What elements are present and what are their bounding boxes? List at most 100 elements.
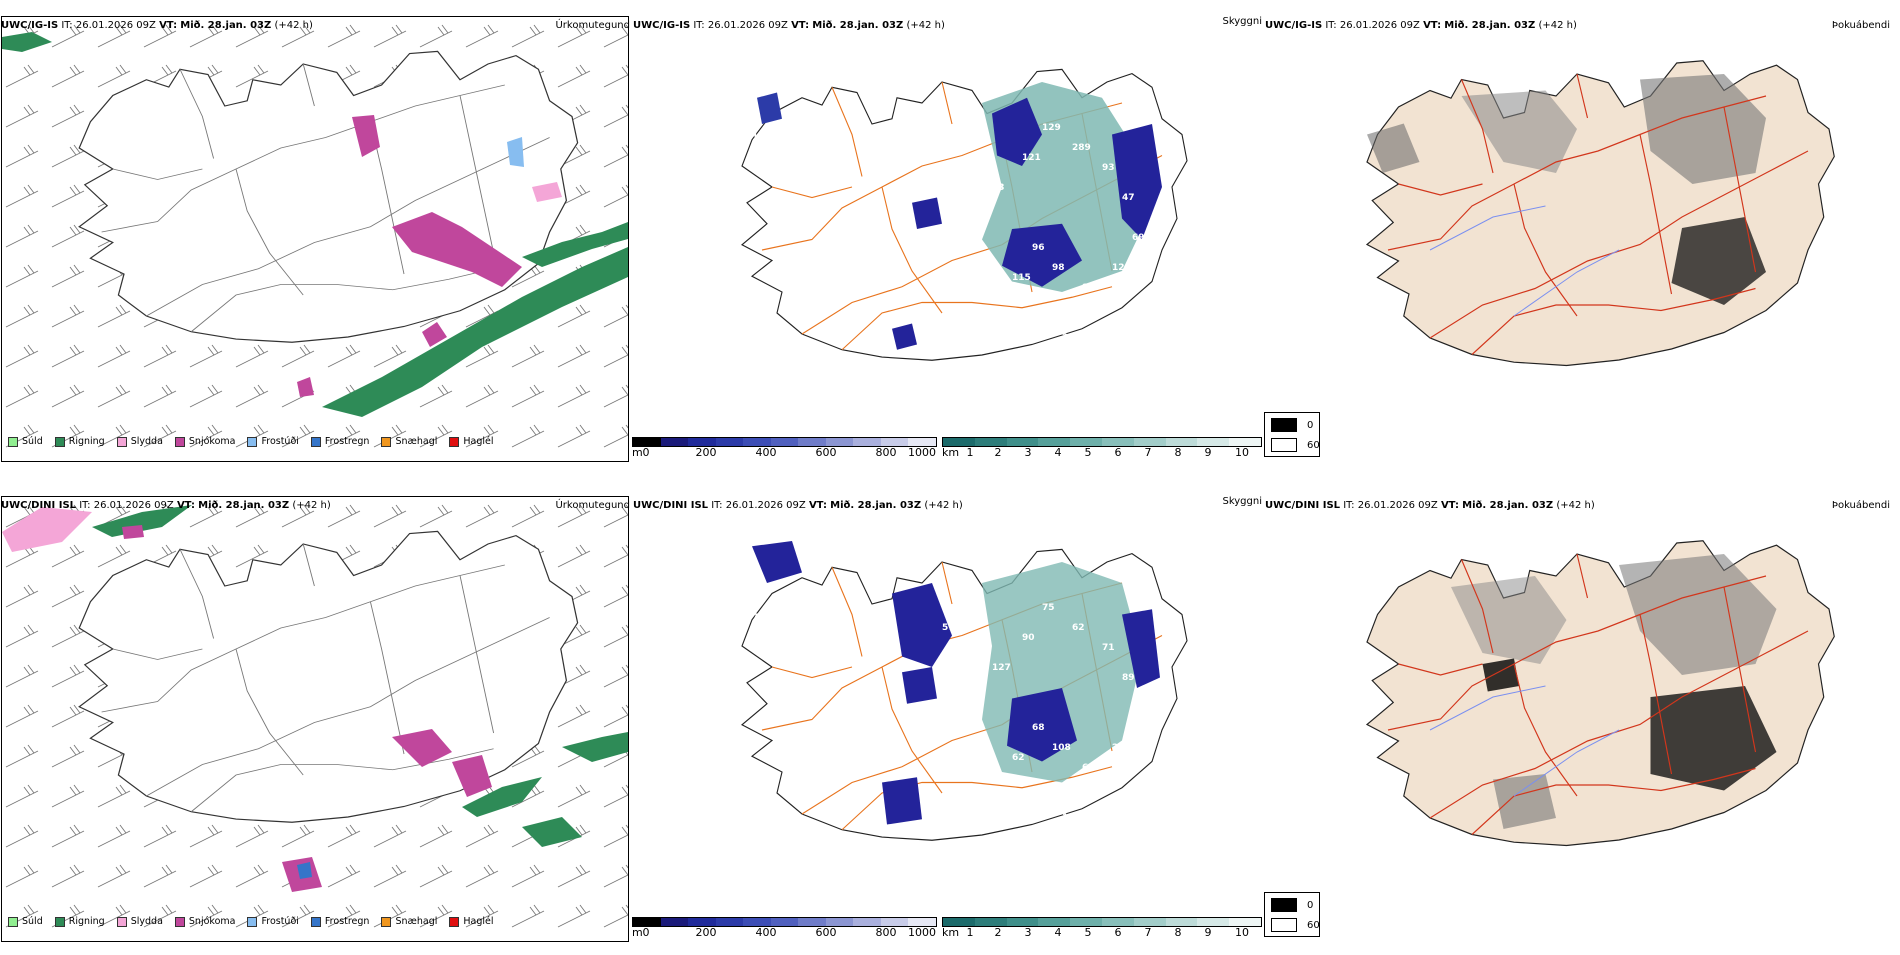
cloud-base-value-label: 84 bbox=[892, 843, 905, 853]
legend-swatch bbox=[381, 916, 392, 927]
cloud-base-value-label: 44 bbox=[872, 823, 885, 833]
legend-swatch bbox=[247, 916, 258, 927]
colorbar-segment bbox=[880, 438, 909, 446]
legend-label: Snæhagl bbox=[395, 916, 438, 927]
precip-legend-item: Snæhagl bbox=[381, 916, 437, 927]
precip-legend-item: Súld bbox=[8, 916, 43, 927]
colorbar-segment bbox=[1165, 918, 1198, 926]
visibility-panel-top: 51 105 80 87 83 121 129 289 93 47 69 120 83 98 96 115 78… bbox=[632, 0, 1264, 475]
low-cloud-base-area bbox=[892, 583, 952, 667]
cloud-base-value-label: 69 bbox=[1132, 233, 1145, 243]
cloud-base-value-label: 91 bbox=[1092, 783, 1105, 793]
colorbar-segment bbox=[1038, 438, 1071, 446]
colorbar-segment bbox=[715, 918, 744, 926]
iceland-land bbox=[1366, 540, 1835, 847]
legend-label: Rigning bbox=[68, 436, 105, 447]
colorbar-segment bbox=[943, 918, 975, 926]
precip-legend-item: Rigning bbox=[54, 436, 105, 447]
snow-area bbox=[422, 322, 447, 347]
low-cloud-base-area bbox=[892, 323, 917, 350]
colorbar-segment bbox=[798, 918, 826, 926]
fog-legend-item: 0 bbox=[1271, 898, 1313, 912]
snow-area bbox=[352, 115, 380, 157]
snow-area bbox=[392, 212, 522, 287]
legend-swatch bbox=[8, 916, 18, 927]
rain-area bbox=[2, 32, 52, 52]
legend-swatch bbox=[54, 436, 65, 447]
fog-index-map bbox=[1366, 60, 1835, 367]
cloud-base-value-label: 98 bbox=[1052, 263, 1065, 273]
fog-index-map bbox=[1366, 540, 1835, 847]
legend-label: Slydda bbox=[130, 436, 163, 447]
cloud-base-value-label: 291 bbox=[1062, 333, 1081, 343]
rivers bbox=[1429, 205, 1620, 317]
precip-legend-item: Frostúði bbox=[247, 436, 299, 447]
cloud-base-value-label: 129 bbox=[1042, 123, 1061, 133]
fog-legend-item: 0 bbox=[1271, 418, 1313, 432]
legend-swatch bbox=[8, 436, 18, 447]
cloud-base-value-label: 62 bbox=[1012, 753, 1025, 763]
cloud-base-value-label: 124 bbox=[967, 643, 986, 653]
colorbar-segment bbox=[880, 918, 909, 926]
legend-label: Rigning bbox=[68, 916, 105, 927]
cloud-base-value-label: 89 bbox=[1122, 673, 1135, 683]
low-cloud-base-area bbox=[752, 541, 802, 583]
precip-legend-item: Frostregn bbox=[310, 916, 369, 927]
colorbar-segment bbox=[1133, 438, 1166, 446]
legend-label: Slydda bbox=[130, 916, 163, 927]
colorbar-segment bbox=[1038, 918, 1071, 926]
cloud-base-value-label: 93 bbox=[1102, 163, 1115, 173]
visibility-colorbar: km 1 2 3 4 5 6 7 8 9 10 bbox=[942, 917, 1262, 941]
colorbar-segment bbox=[853, 918, 881, 926]
colorbar-segment bbox=[770, 438, 799, 446]
freezing-drizzle-area bbox=[507, 137, 524, 167]
colorbar-segment bbox=[1006, 438, 1039, 446]
panel-header: UWC/IG-IS IT: 26.01.2026 09Z VT: Mið. 28… bbox=[1, 20, 313, 31]
precip-legend-item: Haglél bbox=[449, 436, 494, 447]
rain-area bbox=[522, 222, 628, 267]
variable-title: Þokuábendi bbox=[1831, 20, 1890, 31]
colorbar-segment bbox=[1070, 438, 1102, 446]
precip-legend-item: Snjókoma bbox=[174, 436, 235, 447]
fog-legend: 0 60 bbox=[1264, 412, 1320, 457]
snow-area bbox=[452, 755, 492, 797]
cloud-base-value-label: 87 bbox=[967, 163, 980, 173]
colorbar-segment bbox=[1101, 918, 1134, 926]
fog-legend: 0 60 bbox=[1264, 892, 1320, 937]
colorbar-segment bbox=[660, 918, 689, 926]
fog-shading bbox=[1671, 217, 1766, 305]
colorbar-segment bbox=[853, 438, 881, 446]
legend-swatch bbox=[174, 916, 185, 927]
cloud-base-value-label: 90 bbox=[1022, 633, 1035, 643]
cloud-base-value-label: 115 bbox=[1012, 273, 1031, 283]
low-cloud-base-area bbox=[1112, 124, 1162, 240]
visibility-cloudbase-map: 51 105 80 87 83 121 129 289 93 47 69 120 83 98 96 115 78… bbox=[741, 68, 1188, 393]
colorbar-segment bbox=[1229, 438, 1261, 446]
colorbar-segment bbox=[908, 918, 937, 926]
precip-legend: Súld Rigning Slydda Snjókoma Frostúði Frostre… bbox=[8, 916, 494, 927]
low-cloud-base-area bbox=[757, 92, 782, 124]
colorbar-segment bbox=[1229, 918, 1261, 926]
fog-index-panel-top: UWC/IG-IS IT: 26.01.2026 09Z VT: Mið. 28… bbox=[1264, 0, 1900, 475]
colorbar-segment bbox=[1070, 918, 1102, 926]
colorbar-segment bbox=[743, 918, 771, 926]
cloud-base-value-label: 61 bbox=[1082, 763, 1095, 773]
cloud-base-value-label: 105 bbox=[962, 103, 981, 113]
low-cloud-base-area bbox=[902, 667, 937, 704]
colorbar-segment bbox=[1165, 438, 1198, 446]
precip-type-panel-top: Súld Rigning Slydda Snjókoma Frostúði Frostre… bbox=[0, 0, 632, 475]
cloud-base-value-label: 84 bbox=[912, 383, 925, 393]
cloud-base-value-label: 289 bbox=[1072, 143, 1091, 153]
rain-area bbox=[322, 247, 628, 417]
visibility-colorbar: km 1 2 3 4 5 6 7 8 9 10 bbox=[942, 437, 1262, 461]
legend-swatch bbox=[449, 916, 460, 927]
legend-label: Súld bbox=[22, 916, 43, 927]
colorbar-segment bbox=[1133, 918, 1166, 926]
legend-swatch bbox=[381, 436, 392, 447]
legend-swatch bbox=[174, 436, 185, 447]
legend-swatch bbox=[310, 916, 321, 927]
fog-shading bbox=[1640, 74, 1766, 184]
cloud-base-value-label: 12 bbox=[1032, 793, 1045, 803]
rain-area bbox=[522, 817, 582, 847]
precip-legend-item: Slydda bbox=[116, 916, 163, 927]
